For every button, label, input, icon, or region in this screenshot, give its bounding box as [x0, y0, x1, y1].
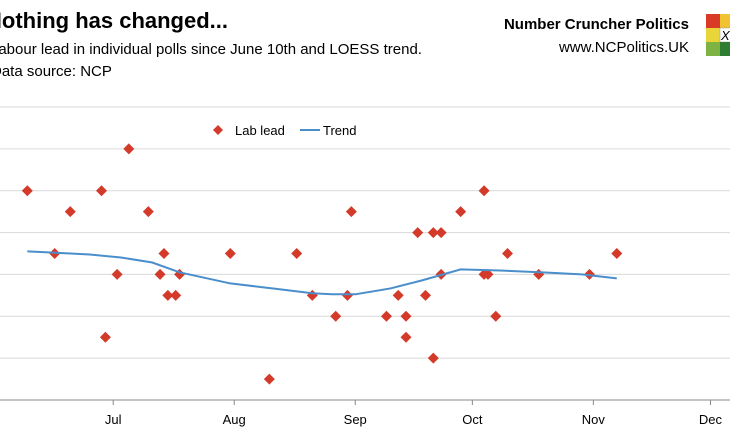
data-point	[263, 373, 275, 385]
brand-url: www.NCPolitics.UK	[558, 39, 689, 56]
data-point	[142, 206, 154, 218]
data-point	[341, 289, 353, 301]
data-point	[345, 206, 357, 218]
svg-text:X: X	[720, 28, 730, 43]
chart-title: Nothing has changed...	[0, 8, 228, 33]
data-point	[123, 143, 135, 155]
brand-name: Number Cruncher Politics	[504, 16, 689, 33]
data-point	[154, 268, 166, 280]
data-point	[162, 289, 174, 301]
source-note: Data source: NCP	[0, 63, 112, 80]
x-tick-label: Nov	[582, 412, 606, 427]
legend: Lab lead Trend	[213, 123, 356, 138]
data-point	[21, 185, 33, 197]
data-point	[291, 248, 303, 259]
x-tick-label: Jul	[105, 412, 122, 427]
data-point	[420, 289, 432, 301]
legend-label: Lab lead	[235, 123, 285, 138]
data-point	[224, 248, 236, 259]
brand-logo: X	[706, 14, 730, 56]
legend-label: Trend	[323, 123, 356, 138]
data-point	[482, 268, 494, 280]
data-point	[427, 352, 439, 364]
data-point	[400, 331, 412, 343]
legend-marker	[213, 125, 223, 135]
data-point	[533, 268, 545, 280]
data-point	[170, 289, 182, 301]
data-point	[478, 185, 490, 197]
data-point	[455, 206, 467, 218]
data-point	[111, 268, 123, 280]
data-point	[435, 227, 447, 239]
data-point	[95, 185, 107, 197]
x-tick-label: Sep	[344, 412, 367, 427]
data-point	[158, 248, 170, 259]
data-point	[380, 310, 392, 322]
trend-line	[27, 250, 617, 296]
data-point	[392, 289, 404, 301]
x-tick-label: Aug	[223, 412, 246, 427]
data-point	[330, 310, 342, 322]
x-tick-label: Dec	[699, 412, 723, 427]
chart-subtitle: Labour lead in individual polls since Ju…	[0, 41, 422, 58]
data-point	[64, 206, 76, 218]
data-point	[611, 248, 623, 259]
data-point	[427, 227, 439, 239]
data-point	[400, 310, 412, 322]
data-point	[501, 248, 513, 259]
data-point	[412, 227, 424, 239]
data-point	[490, 310, 502, 322]
x-tick-label: Oct	[462, 412, 483, 427]
data-point	[99, 331, 111, 343]
data-point	[306, 289, 318, 301]
